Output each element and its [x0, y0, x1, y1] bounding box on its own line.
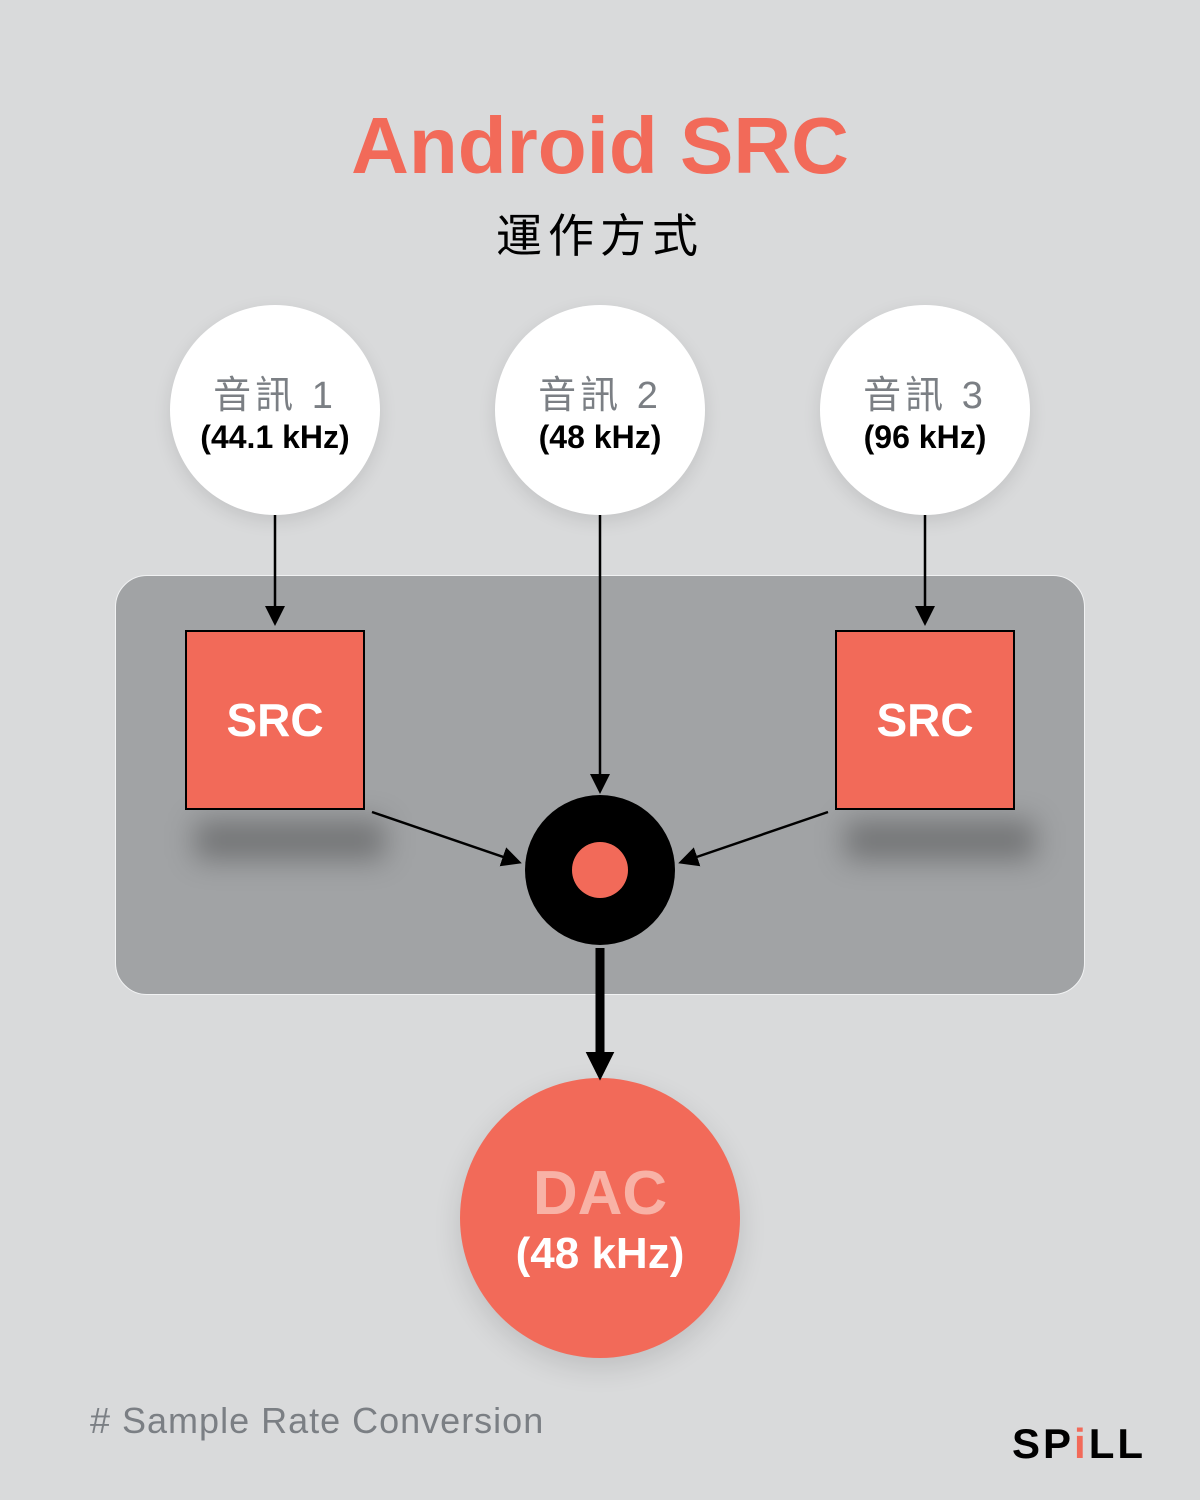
dac-node: DAC (48 kHz)	[460, 1078, 740, 1358]
logo-text-post: LL	[1089, 1420, 1146, 1467]
src-label: SRC	[876, 693, 973, 747]
input-label: 音訊 1	[213, 364, 337, 419]
src-label: SRC	[226, 693, 323, 747]
audio-input-1: 音訊 1 (44.1 kHz)	[170, 305, 380, 515]
dac-rate: (48 kHz)	[516, 1229, 685, 1279]
input-rate: (44.1 kHz)	[200, 419, 349, 456]
input-label: 音訊 3	[863, 364, 987, 419]
footer-caption: # Sample Rate Conversion	[90, 1400, 544, 1442]
input-rate: (48 kHz)	[539, 419, 662, 456]
mixer-node	[525, 795, 675, 945]
audio-input-3: 音訊 3 (96 kHz)	[820, 305, 1030, 515]
brand-logo: SPiLL	[1012, 1420, 1146, 1468]
audio-input-2: 音訊 2 (48 kHz)	[495, 305, 705, 515]
mixer-inner-dot	[572, 842, 628, 898]
src-box-2: SRC	[835, 630, 1015, 810]
page-title: Android SRC	[0, 100, 1200, 192]
src-box-1: SRC	[185, 630, 365, 810]
input-rate: (96 kHz)	[864, 419, 987, 456]
input-label: 音訊 2	[538, 364, 662, 419]
dac-label: DAC	[533, 1158, 667, 1229]
logo-accent-dot: i	[1074, 1420, 1089, 1467]
src-box-shadow	[845, 820, 1035, 860]
src-box-shadow	[195, 820, 385, 860]
page-subtitle: 運作方式	[0, 200, 1200, 266]
logo-text-pre: SP	[1012, 1420, 1074, 1467]
